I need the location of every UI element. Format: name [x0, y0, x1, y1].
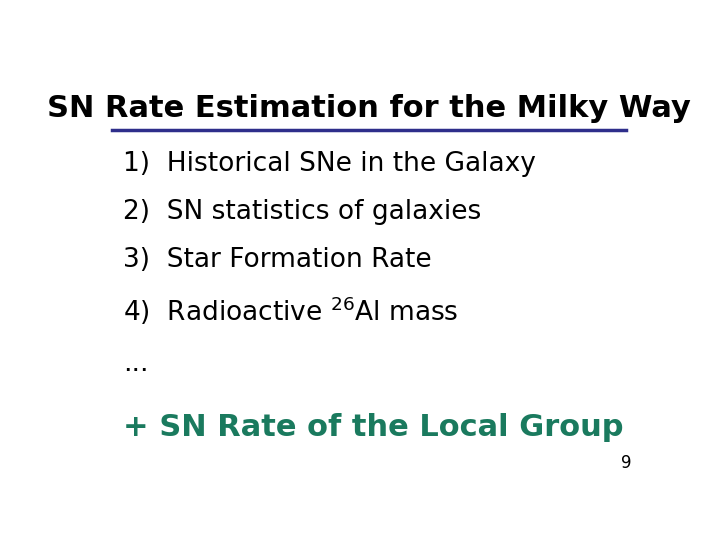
- Text: 2)  SN statistics of galaxies: 2) SN statistics of galaxies: [124, 199, 482, 225]
- Text: SN Rate Estimation for the Milky Way: SN Rate Estimation for the Milky Way: [47, 94, 691, 123]
- Text: 1)  Historical SNe in the Galaxy: 1) Historical SNe in the Galaxy: [124, 151, 536, 177]
- Text: + SN Rate of the Local Group: + SN Rate of the Local Group: [124, 413, 624, 442]
- Text: ...: ...: [124, 351, 149, 377]
- Text: 9: 9: [621, 454, 631, 472]
- Text: 4)  Radioactive $^{26}$Al mass: 4) Radioactive $^{26}$Al mass: [124, 295, 459, 327]
- Text: 3)  Star Formation Rate: 3) Star Formation Rate: [124, 247, 432, 273]
